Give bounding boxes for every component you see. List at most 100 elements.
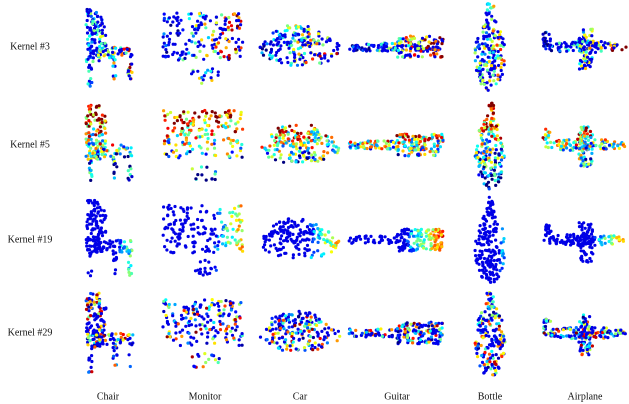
point [230, 308, 233, 311]
point [580, 156, 583, 159]
point [165, 51, 168, 54]
point [236, 325, 239, 328]
point [105, 248, 108, 251]
point [280, 61, 283, 64]
point [600, 40, 603, 43]
point [198, 323, 201, 326]
point [314, 136, 317, 139]
point [162, 55, 165, 58]
point [203, 119, 206, 122]
point [225, 332, 228, 335]
point [579, 164, 582, 167]
point [544, 40, 547, 43]
point [492, 234, 495, 237]
point [215, 269, 218, 272]
point [544, 128, 547, 131]
point [195, 308, 198, 311]
point [590, 58, 593, 61]
point [127, 261, 130, 264]
point [354, 47, 357, 50]
point [544, 233, 547, 236]
point [225, 113, 228, 116]
point [199, 328, 202, 331]
point [543, 331, 546, 334]
point [301, 33, 304, 36]
point [190, 206, 193, 209]
point [113, 77, 116, 80]
point [487, 181, 490, 184]
point [306, 132, 309, 135]
point [291, 37, 294, 40]
point [477, 173, 480, 176]
point [192, 245, 195, 248]
point [97, 325, 100, 328]
point [407, 135, 410, 138]
point [162, 217, 165, 220]
point [98, 48, 101, 51]
point [276, 148, 279, 151]
point [486, 81, 489, 84]
point [335, 45, 338, 48]
point [208, 272, 211, 275]
point [87, 306, 90, 309]
point [500, 355, 503, 358]
point [95, 215, 98, 218]
point [595, 42, 598, 45]
point [179, 133, 182, 136]
point [349, 145, 352, 148]
point [179, 54, 182, 57]
point [315, 223, 318, 226]
point [349, 328, 352, 331]
point [113, 272, 116, 275]
point [398, 133, 401, 136]
point [95, 129, 98, 132]
point [90, 173, 93, 176]
point [221, 322, 224, 325]
point [326, 331, 329, 334]
point [119, 340, 122, 343]
point [408, 139, 411, 142]
point [88, 357, 91, 360]
point [399, 329, 402, 332]
point [215, 38, 218, 41]
point [272, 31, 275, 34]
point [405, 48, 408, 51]
point [588, 246, 591, 249]
point [489, 38, 492, 41]
point [230, 28, 233, 31]
point [488, 307, 491, 310]
point [337, 330, 340, 333]
point [231, 236, 234, 239]
point [208, 250, 211, 253]
point [380, 239, 383, 242]
point [218, 309, 221, 312]
point [483, 53, 486, 56]
point [268, 239, 271, 242]
point [316, 249, 319, 252]
point [476, 55, 479, 58]
point [172, 15, 175, 18]
point [262, 54, 265, 57]
point [489, 75, 492, 78]
point [90, 303, 93, 306]
point [435, 329, 438, 332]
point [490, 161, 493, 164]
point [113, 349, 116, 352]
point [286, 24, 289, 27]
point [173, 303, 176, 306]
point [561, 241, 564, 244]
point [209, 70, 212, 73]
point [322, 252, 325, 255]
point [494, 34, 497, 37]
point [207, 261, 210, 264]
point [569, 149, 572, 152]
point [370, 44, 373, 47]
point [406, 240, 409, 243]
point [330, 328, 333, 331]
point [486, 114, 489, 117]
point [191, 167, 194, 170]
point [174, 240, 177, 243]
point [495, 268, 498, 271]
point [292, 256, 295, 259]
point [262, 235, 265, 238]
